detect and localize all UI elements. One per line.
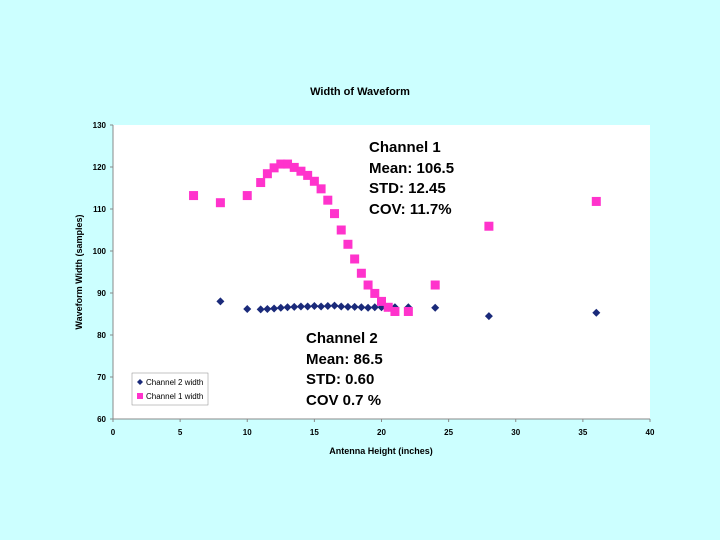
channel-1-point bbox=[296, 166, 306, 176]
y-axis-label: Waveform Width (samples) bbox=[74, 214, 84, 329]
channel-2-stats-line: Mean: 86.5 bbox=[306, 351, 383, 368]
chart-title: Width of Waveform bbox=[310, 86, 410, 98]
channel-1-point bbox=[363, 280, 373, 290]
channel-1-point bbox=[323, 195, 333, 205]
channel-2-point bbox=[263, 304, 272, 313]
channel-2-point bbox=[330, 301, 339, 310]
channel-1-point bbox=[189, 191, 199, 201]
x-tick-label: 25 bbox=[444, 428, 453, 437]
channel-1-stats-line: STD: 12.45 bbox=[369, 180, 446, 197]
channel-1-stats-line: Channel 1 bbox=[369, 139, 441, 156]
y-tick-label: 70 bbox=[97, 373, 106, 382]
channel-2-point bbox=[296, 302, 305, 311]
x-tick-label: 35 bbox=[578, 428, 587, 437]
legend-channel-1-label: Channel 1 width bbox=[146, 392, 203, 401]
channel-2-point bbox=[216, 297, 225, 306]
channel-2-point bbox=[290, 302, 299, 311]
channel-1-point bbox=[303, 170, 313, 180]
y-tick-label: 60 bbox=[97, 415, 106, 424]
channel-1-point bbox=[283, 159, 293, 169]
channel-1-point bbox=[377, 296, 386, 306]
channel-1-point bbox=[269, 163, 279, 173]
channel-1-point bbox=[403, 306, 413, 316]
channel-2-stats-line: Channel 2 bbox=[306, 330, 378, 347]
channel-2-point bbox=[243, 304, 252, 313]
channel-1-point bbox=[370, 288, 380, 298]
channel-2-point bbox=[310, 302, 319, 311]
channel-1-point bbox=[316, 184, 326, 194]
y-tick-label: 80 bbox=[97, 331, 106, 340]
channel-2-point bbox=[357, 303, 366, 312]
channel-1-point bbox=[343, 239, 353, 249]
channel-1-point bbox=[276, 159, 286, 169]
channel-2-point bbox=[256, 305, 265, 314]
channel-2-point bbox=[283, 303, 292, 312]
channel-2-point bbox=[343, 302, 352, 311]
x-tick-label: 40 bbox=[646, 428, 655, 437]
x-ticks: 0 5 10 15 20 25 30 35 40 bbox=[111, 419, 655, 437]
channel-1-point bbox=[356, 268, 366, 278]
channel-1-point bbox=[215, 198, 225, 208]
channel-2-point bbox=[323, 302, 332, 311]
legend: Channel 2 width Channel 1 width bbox=[131, 372, 209, 406]
channel-1-point bbox=[336, 225, 346, 235]
y-tick-label: 130 bbox=[93, 121, 107, 130]
x-axis-label: Antenna Height (inches) bbox=[329, 446, 433, 456]
x-tick-label: 0 bbox=[111, 428, 116, 437]
channel-2-point bbox=[484, 312, 493, 321]
channel-2-stats-line: COV 0.7 % bbox=[306, 392, 381, 409]
channel-2-stats-line: STD: 0.60 bbox=[306, 371, 374, 388]
y-ticks: 60 70 80 90 100 110 120 130 bbox=[93, 121, 113, 424]
channel-1-stats-line: Mean: 106.5 bbox=[369, 160, 454, 177]
channel-1-point bbox=[390, 306, 400, 316]
y-tick-label: 90 bbox=[97, 289, 106, 298]
channel-1-point bbox=[242, 191, 252, 201]
legend-channel-1-marker bbox=[137, 393, 143, 399]
x-tick-label: 5 bbox=[178, 428, 183, 437]
legend-box bbox=[131, 372, 209, 406]
channel-2-point bbox=[431, 303, 440, 312]
channel-1-stats-line: COV: 11.7% bbox=[369, 201, 452, 218]
x-tick-label: 10 bbox=[243, 428, 252, 437]
x-tick-label: 15 bbox=[310, 428, 319, 437]
channel-1-point bbox=[289, 162, 299, 172]
x-tick-label: 30 bbox=[511, 428, 520, 437]
channel-1-stats: Channel 1 Mean: 106.5 STD: 12.45 COV: 11… bbox=[369, 139, 454, 218]
y-tick-label: 100 bbox=[93, 247, 107, 256]
channel-2-point bbox=[317, 302, 326, 311]
channel-1-point bbox=[350, 254, 360, 264]
channel-2-point bbox=[303, 302, 312, 311]
y-tick-label: 110 bbox=[93, 205, 106, 214]
channel-2-point bbox=[364, 303, 373, 312]
channel-2-point bbox=[270, 304, 279, 313]
channel-1-point bbox=[309, 176, 319, 186]
legend-channel-2-marker bbox=[137, 379, 143, 385]
plot-area bbox=[113, 125, 650, 419]
channel-2-point bbox=[276, 303, 285, 312]
x-tick-label: 20 bbox=[377, 428, 386, 437]
channel-2-stats: Channel 2 Mean: 86.5 STD: 0.60 COV 0.7 % bbox=[306, 330, 383, 409]
channel-1-point bbox=[262, 169, 272, 179]
channel-1-point bbox=[383, 302, 393, 312]
channel-1-point bbox=[256, 178, 266, 188]
series-channel-1 bbox=[189, 159, 601, 316]
channel-2-point bbox=[350, 302, 359, 311]
channel-1-point bbox=[591, 196, 601, 206]
y-tick-label: 120 bbox=[93, 163, 107, 172]
channel-2-point bbox=[592, 308, 601, 317]
legend-channel-2-label: Channel 2 width bbox=[146, 378, 203, 387]
channel-2-point bbox=[370, 303, 379, 312]
channel-1-point bbox=[430, 280, 440, 290]
channel-1-point bbox=[330, 209, 340, 219]
channel-2-point bbox=[337, 302, 346, 311]
channel-1-point bbox=[484, 221, 494, 231]
